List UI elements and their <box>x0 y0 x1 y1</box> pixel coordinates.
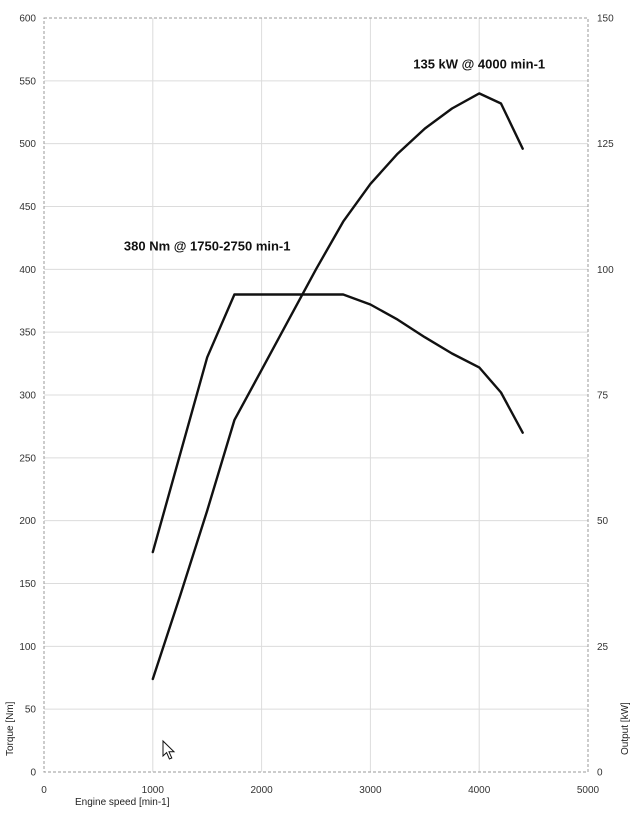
plot-frame <box>43 17 589 773</box>
y-left-tick-label: 150 <box>19 579 36 590</box>
y-right-tick-label: 50 <box>597 516 609 527</box>
y-right-tick-label: 100 <box>597 265 614 276</box>
y-left-tick-label: 600 <box>19 14 36 25</box>
y-right-tick-label: 25 <box>597 642 609 653</box>
series-layer <box>151 92 524 681</box>
mouse-cursor-icon <box>162 739 176 760</box>
x-tick-label: 5000 <box>577 785 600 796</box>
x-axis-ticks: 0 1000 2000 3000 4000 5000 <box>41 785 599 796</box>
y-left-axis-title: Torque [Nm] <box>5 701 16 756</box>
x-tick-label: 0 <box>41 785 47 796</box>
annotation-label: 380 Nm @ 1750-2750 min-1 <box>124 238 291 253</box>
y-left-tick-label: 350 <box>19 328 36 339</box>
x-tick-label: 2000 <box>250 785 273 796</box>
x-tick-label: 1000 <box>142 785 165 796</box>
y-right-axis-ticks: 0 25 50 75 100 125 150 <box>597 14 614 779</box>
y-left-tick-label: 200 <box>19 516 36 527</box>
annotation-layer: 380 Nm @ 1750-2750 min-1 135 kW @ 4000 mi… <box>124 56 545 253</box>
output-curve-line <box>151 92 524 681</box>
annotation-label: 135 kW @ 4000 min-1 <box>413 56 545 71</box>
y-left-tick-label: 100 <box>19 642 36 653</box>
torque-curve-line <box>151 293 524 554</box>
x-tick-label: 4000 <box>468 785 491 796</box>
x-tick-label: 3000 <box>359 785 382 796</box>
y-left-tick-label: 300 <box>19 391 36 402</box>
y-left-tick-label: 400 <box>19 265 36 276</box>
y-right-tick-label: 0 <box>597 768 603 779</box>
y-left-tick-label: 50 <box>25 705 37 716</box>
y-left-tick-label: 250 <box>19 453 36 464</box>
y-left-tick-label: 0 <box>30 768 36 779</box>
y-right-tick-label: 75 <box>597 391 609 402</box>
y-left-tick-label: 500 <box>19 139 36 150</box>
y-left-tick-label: 450 <box>19 202 36 213</box>
y-right-axis-title: Output [kW] <box>620 702 631 755</box>
y-left-tick-label: 550 <box>19 76 36 87</box>
y-right-tick-label: 150 <box>597 14 614 25</box>
grid-layer <box>44 18 588 772</box>
x-axis-title: Engine speed [min-1] <box>75 797 170 808</box>
y-left-axis-ticks: 0 50 100 150 200 250 300 350 400 450 500 550 600 <box>19 14 36 779</box>
y-right-tick-label: 125 <box>597 139 614 150</box>
